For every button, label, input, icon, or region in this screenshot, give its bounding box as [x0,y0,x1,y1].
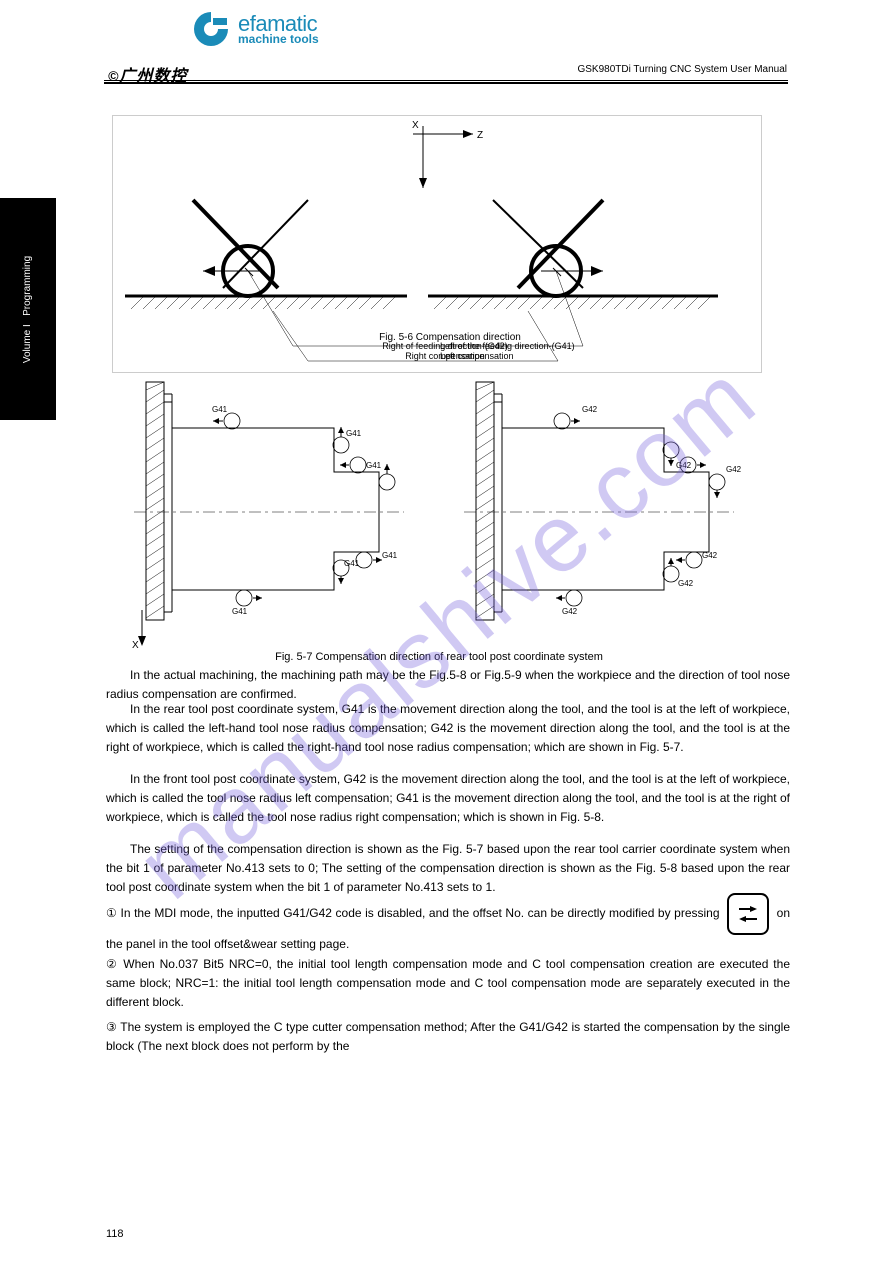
header-rule [104,80,788,84]
note4-pre: The setting of the compensation directio… [106,840,790,898]
para1: In the actual machining, the machining p… [106,666,790,704]
svg-text:G41: G41 [382,551,398,560]
svg-text:G41: G41 [346,429,362,438]
fig2-caption: Fig. 5-7 Compensation direction of rear … [114,651,764,663]
brand-logo: efamatic machine tools [190,8,319,50]
logo-sub-text: machine tools [238,33,319,45]
page-number: 118 [106,1228,124,1243]
manual-title: GSK980TDi Turning CNC System User Manual [577,64,787,75]
svg-text:G42: G42 [678,579,694,588]
note3: ③ The system is employed the C type cutt… [106,1018,790,1056]
figure-5-7: X G41 G41 G41 G41 G41 G41 [114,380,764,650]
svg-text:X: X [132,640,139,650]
fig1-caption: Fig. 5-6 Compensation direction [350,332,550,343]
offset-key-icon [727,893,769,935]
svg-text:G41: G41 [212,405,228,414]
para2: In the rear tool post coordinate system,… [106,700,790,758]
fig1-right-title: Left of the feeding direction-(G41) Left… [440,341,720,361]
side-tab: Volume I Programming [0,198,56,420]
note2: ② When No.037 Bit5 NRC=0, the initial to… [106,955,790,1013]
fig1-x-label: X [412,120,419,131]
svg-text:G42: G42 [702,551,718,560]
svg-text:G41: G41 [344,559,360,568]
para3: In the front tool post coordinate system… [106,770,790,828]
svg-text:G42: G42 [676,461,692,470]
svg-text:G42: G42 [562,607,578,616]
svg-text:G42: G42 [726,465,742,474]
fig1-z-label: Z [477,130,483,141]
svg-text:G41: G41 [232,607,248,616]
note1-prefix: ① In the MDI mode, the inputted G41/G42 … [106,906,720,920]
svg-text:G42: G42 [582,405,598,414]
svg-text:G41: G41 [366,461,382,470]
efamatic-logo-icon [190,8,232,50]
side-tab-line1: Volume I [22,324,33,363]
side-tab-line2: Programming [22,255,33,315]
